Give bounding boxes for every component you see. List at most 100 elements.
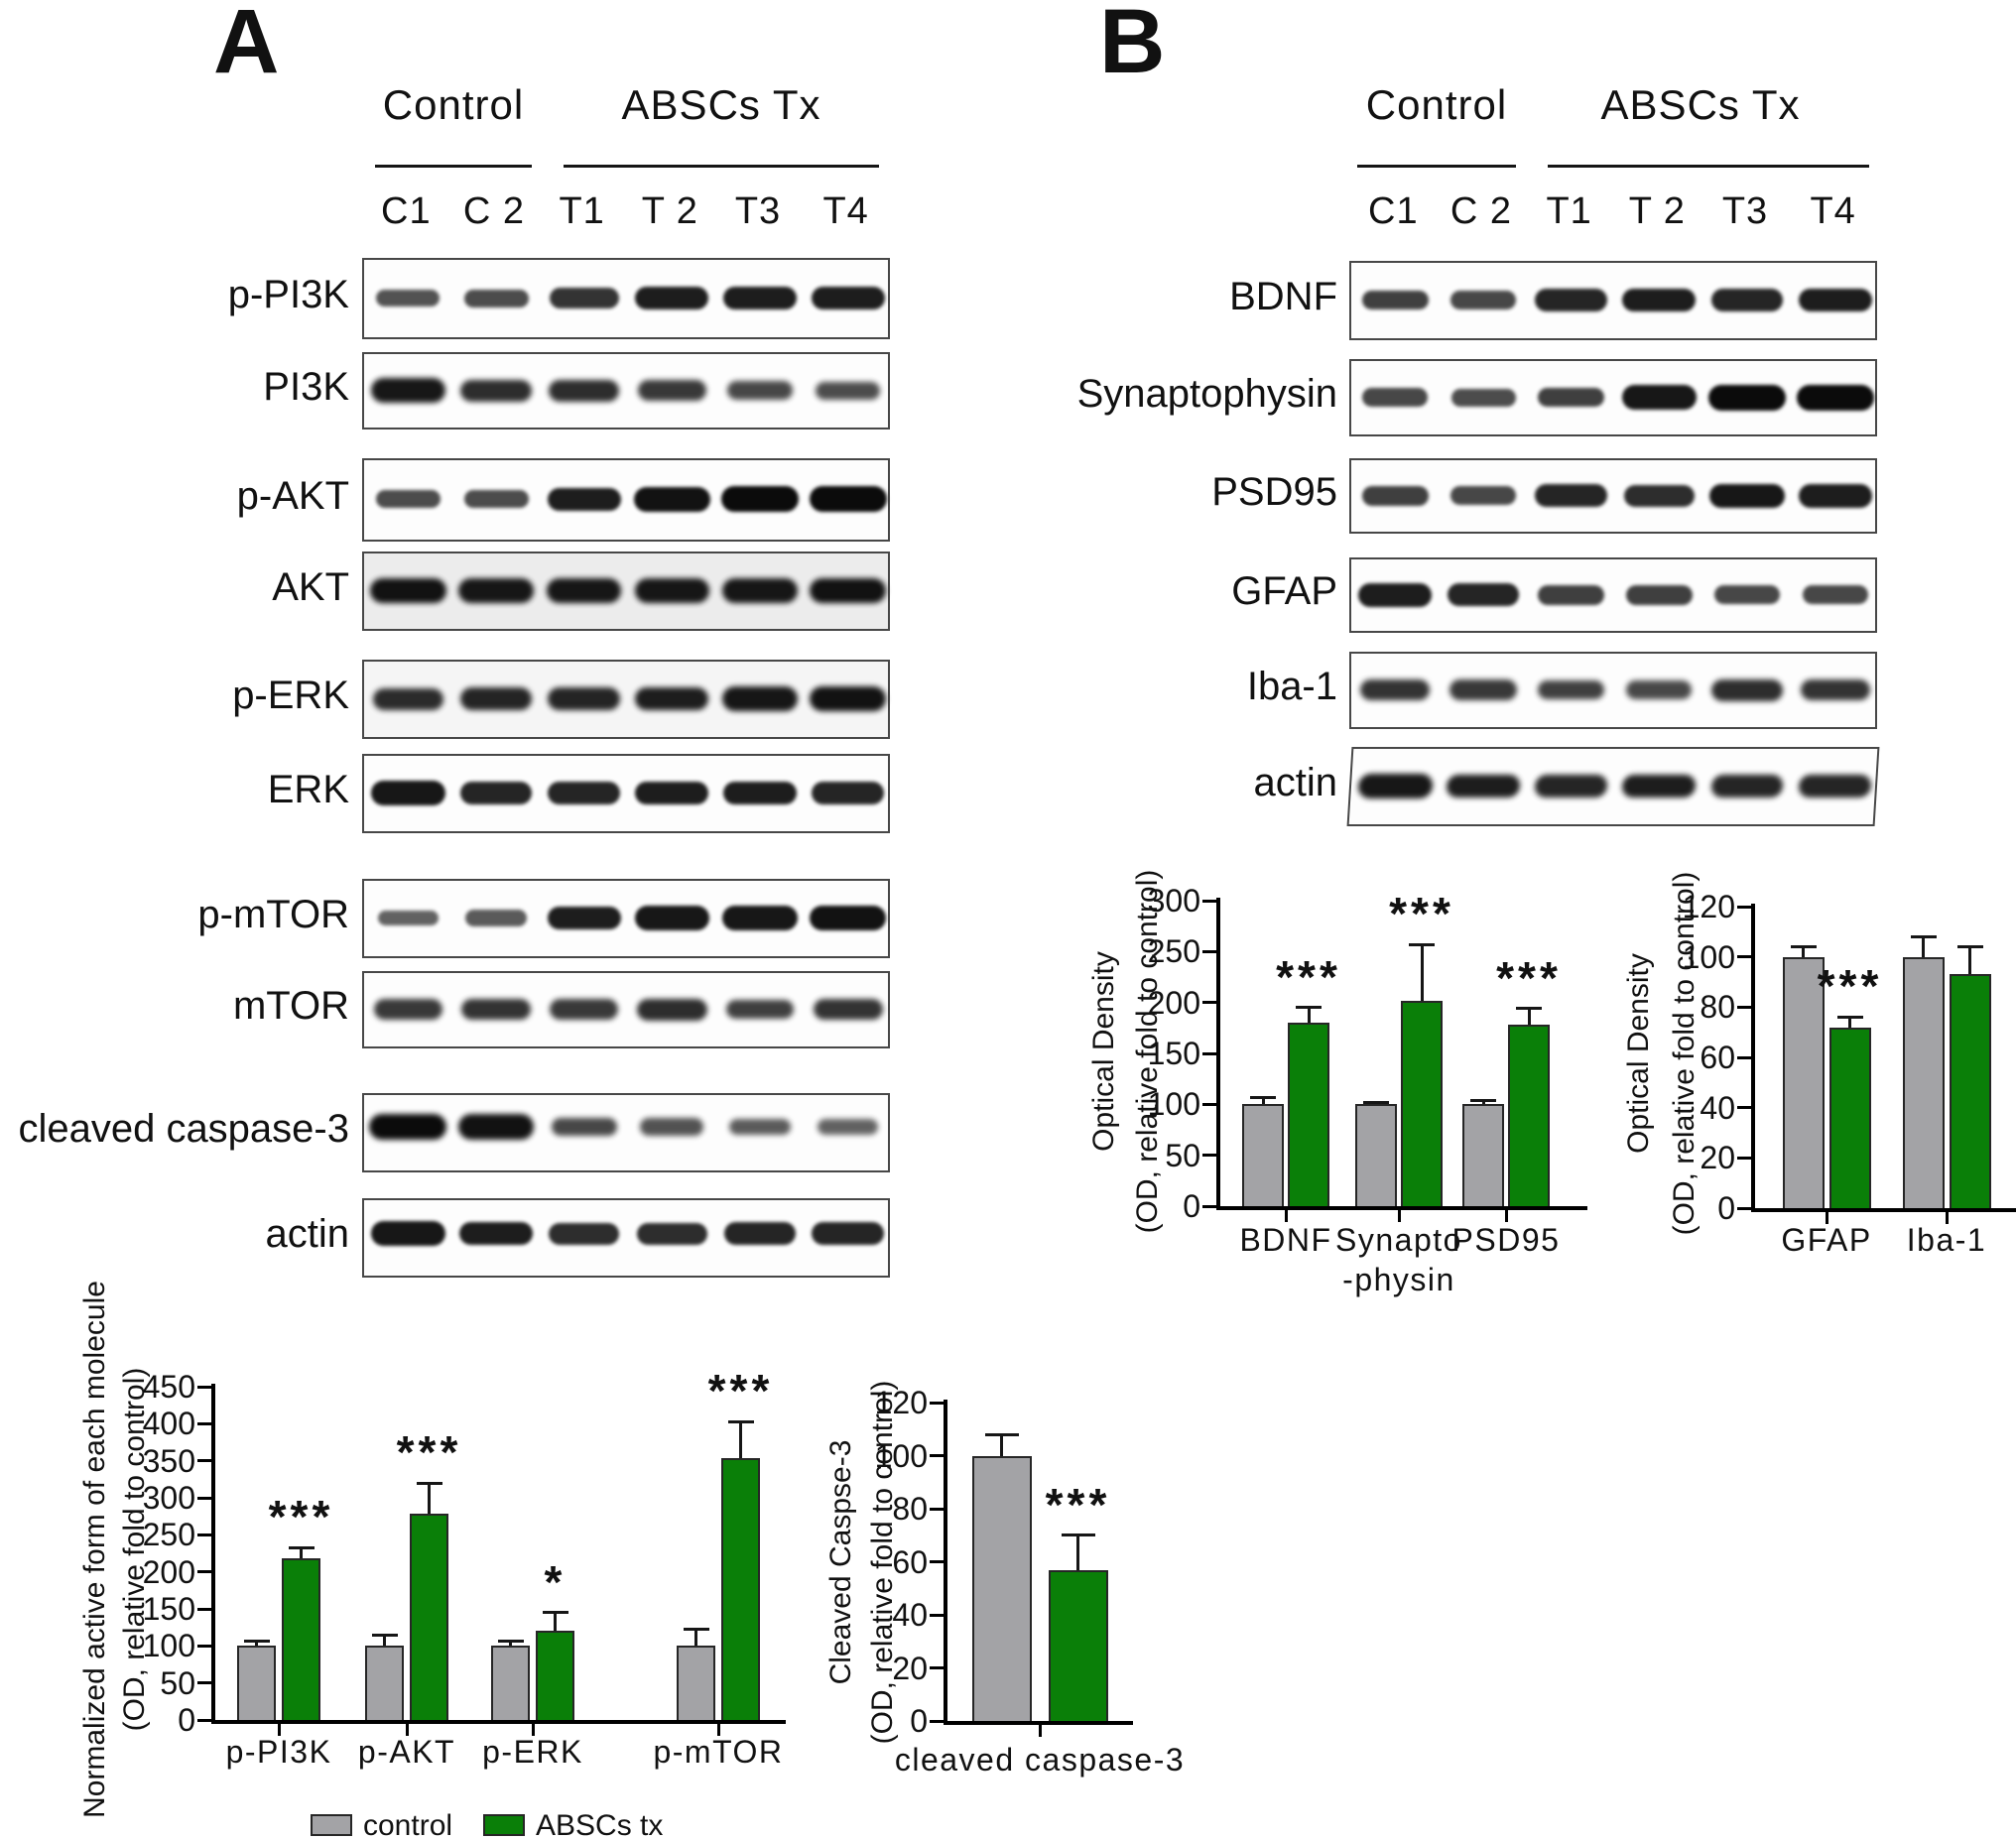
blot-row-label: actin [1253, 761, 1338, 804]
x-axis [211, 1720, 786, 1724]
blot-band [1450, 388, 1516, 407]
blot-band [1449, 486, 1517, 506]
y-tick [930, 1560, 944, 1563]
y-tick [1202, 1102, 1216, 1106]
y-tick [930, 1401, 944, 1405]
lane-label: T3 [1721, 190, 1769, 232]
panel-a-treated-header: ABSCs Tx [621, 81, 821, 128]
lane-label: T1 [559, 190, 605, 232]
panel-b-control-underline [1357, 165, 1516, 168]
blot-band [1713, 585, 1781, 605]
y-tick [930, 1454, 944, 1457]
blot-band [1710, 289, 1784, 311]
x-tick [1945, 1212, 1949, 1224]
blot-box [1349, 359, 1877, 436]
blot-band [634, 578, 710, 603]
blot-band [722, 578, 798, 603]
x-category-label: PSD95 [1451, 1222, 1561, 1258]
blot-band [1361, 485, 1430, 506]
significance-stars: *** [1276, 950, 1341, 1003]
blot-band [1358, 582, 1433, 607]
blot-band [637, 380, 706, 401]
error-bar-cap [1363, 1100, 1389, 1104]
bar-control [1462, 1104, 1504, 1206]
blot-band [1449, 679, 1518, 700]
error-bar-line [739, 1421, 742, 1471]
blot-band [1356, 774, 1434, 798]
blot-band [809, 486, 887, 513]
blot-band [460, 999, 532, 1021]
y-tick-label: 20 [1700, 1140, 1735, 1176]
y-tick [1202, 1204, 1216, 1208]
y-tick-label: 300 [142, 1480, 195, 1516]
error-bar-cap [1470, 1098, 1496, 1102]
blot-row-label: Iba-1 [1246, 665, 1337, 708]
y-tick [197, 1496, 211, 1500]
legend-treated-label: ABSCs tx [536, 1809, 664, 1840]
blot-band [547, 906, 621, 930]
y-tick-label: 250 [1147, 933, 1200, 970]
blot-band [722, 686, 798, 711]
error-bar-line [1968, 946, 1971, 987]
bar-treated [536, 1631, 574, 1720]
blot-row-label: GFAP [1231, 569, 1337, 613]
blot-band [1449, 291, 1517, 309]
blot-band [370, 378, 446, 403]
x-tick [1284, 1210, 1288, 1222]
y-tick-label: 50 [160, 1664, 195, 1701]
significance-stars: *** [268, 1491, 334, 1543]
blot-band [463, 289, 529, 307]
y-tick [1202, 1001, 1216, 1005]
lane-label: T 2 [1628, 190, 1686, 232]
blot-band [376, 289, 441, 307]
lane-label: T3 [734, 190, 782, 232]
error-bar-cap [1956, 945, 1983, 949]
x-tick [1825, 1212, 1828, 1224]
blot-band [547, 487, 621, 512]
x-category-label: p-mTOR [653, 1734, 784, 1770]
x-tick [1504, 1210, 1508, 1222]
blot-band [375, 490, 441, 509]
x-tick [531, 1724, 535, 1736]
blot-band [640, 1118, 704, 1136]
error-bar-cap [727, 1419, 754, 1423]
error-bar-cap [1409, 942, 1435, 946]
y-tick-label: 0 [178, 1702, 195, 1738]
blot-band [1802, 585, 1868, 605]
blot-row-label: p-PI3K [227, 273, 349, 316]
y-tick [197, 1570, 211, 1574]
bar-treated [1508, 1025, 1550, 1206]
blot-box [362, 754, 890, 833]
lane-label: T4 [822, 190, 869, 232]
blot-band [634, 906, 710, 930]
x-category-label: p-AKT [357, 1734, 456, 1770]
error-bar-cap [1250, 1095, 1276, 1099]
blot-box [362, 1093, 890, 1172]
y-tick [930, 1719, 944, 1723]
significance-stars: * [544, 1555, 567, 1608]
bar-treated [1828, 1027, 1871, 1208]
blot-row-label: cleaved caspase-3 [18, 1107, 349, 1151]
blot-box [1349, 652, 1877, 729]
bar-control [971, 1455, 1032, 1721]
blot-band [818, 1119, 879, 1135]
bar-treated [1288, 1023, 1329, 1206]
y-axis [944, 1400, 947, 1724]
blot-band [548, 379, 620, 402]
y-axis-title: Cleaved Caspse-3 [824, 1439, 857, 1685]
blot-box [362, 660, 890, 739]
blot-row-label: BDNF [1229, 275, 1337, 318]
error-bar-line [1076, 1534, 1079, 1582]
y-tick [197, 1718, 211, 1722]
x-axis [1216, 1206, 1587, 1210]
blot-band [636, 998, 708, 1021]
lane-label: C1 [1368, 190, 1419, 232]
y-tick-label: 120 [1682, 889, 1735, 924]
y-tick-label: 50 [1165, 1137, 1200, 1173]
y-tick-label: 200 [1147, 984, 1200, 1021]
error-bar-cap [542, 1611, 568, 1615]
blot-band [1621, 774, 1698, 798]
bar-treated [1048, 1569, 1108, 1721]
blot-band [370, 1221, 446, 1246]
blot-row-label: p-ERK [232, 674, 349, 717]
